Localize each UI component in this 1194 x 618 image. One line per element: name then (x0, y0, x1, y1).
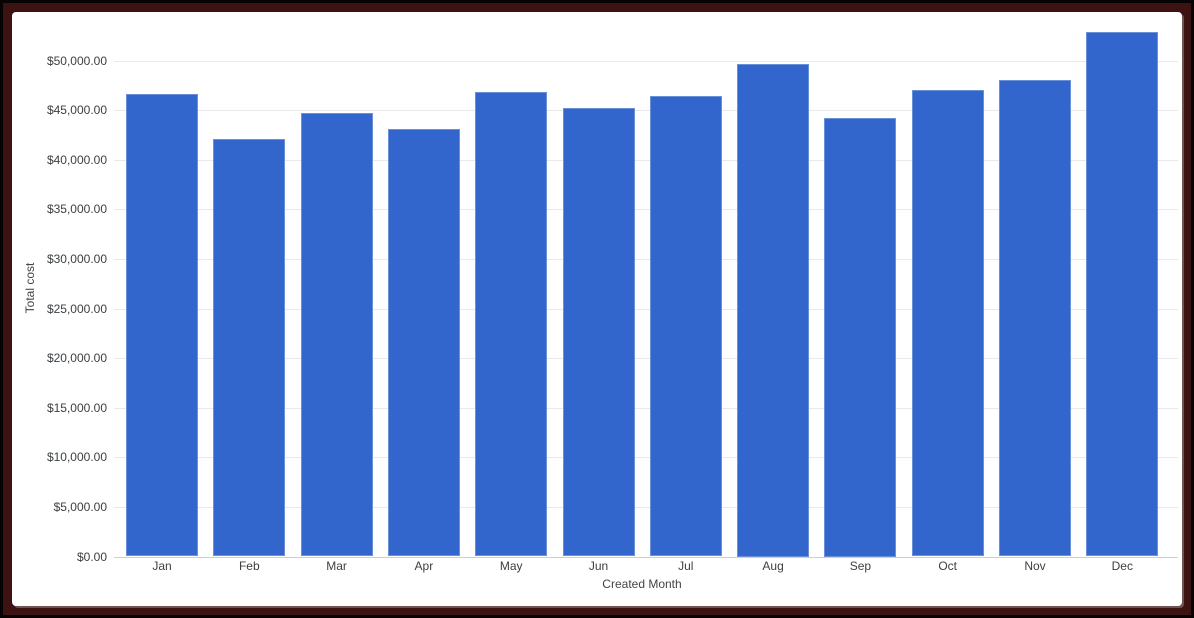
screenshot-inner-border: $0.00 $5,000.00 $10,000.00 $15,000.00 $20,00… (3, 3, 1191, 615)
gridline (114, 457, 1178, 459)
gridline (114, 159, 1178, 161)
bar-jun[interactable] (562, 107, 635, 557)
y-tick-label: $40,000.00 (46, 152, 107, 167)
y-tick-label: $0.00 (76, 549, 107, 564)
y-axis-title: Total cost (23, 262, 37, 314)
chart-card: $0.00 $5,000.00 $10,000.00 $15,000.00 $20,00… (12, 12, 1182, 606)
x-tick-label-sep: Sep (849, 558, 872, 573)
bar-may[interactable] (475, 91, 548, 557)
gridline (114, 358, 1178, 360)
y-tick-label: $35,000.00 (46, 202, 107, 217)
x-tick-label-oct: Oct (938, 558, 958, 573)
gridline (114, 110, 1178, 112)
bar-feb[interactable] (213, 139, 286, 557)
x-tick-label-jan: Jan (152, 558, 172, 573)
bar-aug[interactable] (737, 64, 810, 557)
bar-sep[interactable] (824, 118, 897, 557)
y-tick-label: $15,000.00 (46, 400, 107, 415)
x-tick-label-nov: Nov (1024, 558, 1046, 573)
gridline (114, 258, 1178, 260)
bar-dec[interactable] (1086, 32, 1159, 557)
x-tick-label-apr: Apr (414, 558, 434, 573)
y-tick-label: $45,000.00 (46, 103, 107, 118)
bar-oct[interactable] (911, 90, 984, 557)
y-tick-label: $50,000.00 (46, 53, 107, 68)
gridline (114, 407, 1178, 409)
x-tick-label-aug: Aug (762, 558, 784, 573)
x-axis-baseline (114, 556, 1178, 558)
gridline (114, 506, 1178, 508)
y-tick-label: $30,000.00 (46, 251, 107, 266)
bar-apr[interactable] (387, 129, 460, 557)
bar-nov[interactable] (999, 79, 1071, 557)
bar-jul[interactable] (649, 95, 722, 557)
y-tick-label: $10,000.00 (46, 450, 107, 465)
x-tick-label-dec: Dec (1111, 558, 1133, 573)
bar-mar[interactable] (300, 113, 373, 557)
x-tick-label-feb: Feb (238, 558, 260, 573)
bar-jan[interactable] (126, 94, 198, 557)
x-tick-label-jul: Jul (678, 558, 694, 573)
x-tick-label-jun: Jun (588, 558, 609, 573)
gridline (114, 209, 1178, 211)
y-tick-label: $5,000.00 (53, 499, 107, 514)
y-tick-label: $25,000.00 (46, 301, 107, 316)
y-tick-label: $20,000.00 (46, 351, 107, 366)
gridline (114, 308, 1178, 310)
x-tick-label-mar: Mar (326, 558, 347, 573)
gridline (114, 60, 1178, 62)
x-tick-label-may: May (499, 558, 523, 573)
x-axis-title: Created Month (602, 577, 682, 591)
